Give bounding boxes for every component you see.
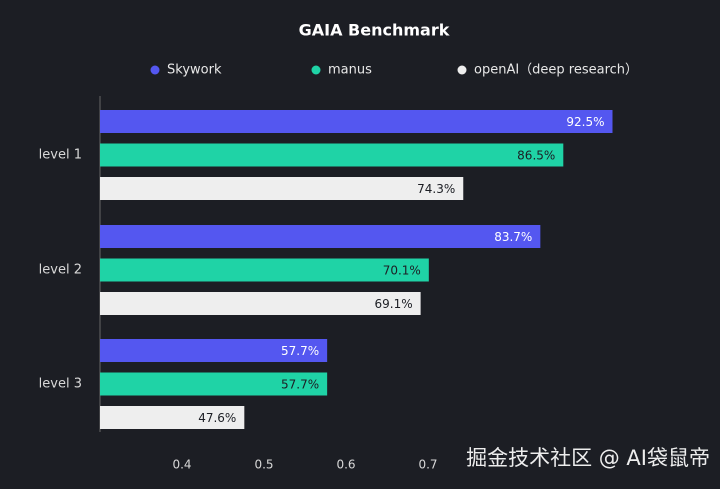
bar [100,225,541,248]
value-label: 47.6% [198,411,236,425]
value-label: 83.7% [494,230,532,244]
legend-marker [457,65,467,75]
watermark: 掘金技术社区 @ AI袋鼠帝 [466,446,710,470]
legend-marker [311,65,321,75]
y-tick-label: level 3 [39,377,82,392]
x-tick-label: 0.7 [418,458,437,472]
bar [100,177,464,200]
chart-title: GAIA Benchmark [299,21,450,40]
bar [100,258,429,282]
bar [100,339,328,362]
y-tick-label: level 1 [39,148,82,163]
bar [100,110,613,133]
value-label: 69.1% [374,297,412,311]
bar [100,292,421,315]
x-tick-label: 0.6 [336,458,355,472]
legend-label: openAI（deep research） [474,63,638,78]
y-tick-label: level 2 [39,263,82,278]
x-tick-label: 0.4 [172,458,191,472]
x-tick-label: 0.5 [254,458,273,472]
value-label: 86.5% [517,149,555,163]
legend-label: Skywork [167,63,222,78]
value-label: 57.7% [281,378,319,392]
value-label: 57.7% [281,344,319,358]
bar [100,143,564,167]
bar [100,372,328,396]
bar [100,406,245,429]
legend-label: manus [328,63,372,78]
value-label: 92.5% [566,115,604,129]
value-label: 70.1% [383,264,421,278]
value-label: 74.3% [417,182,455,196]
legend-marker [150,65,160,75]
